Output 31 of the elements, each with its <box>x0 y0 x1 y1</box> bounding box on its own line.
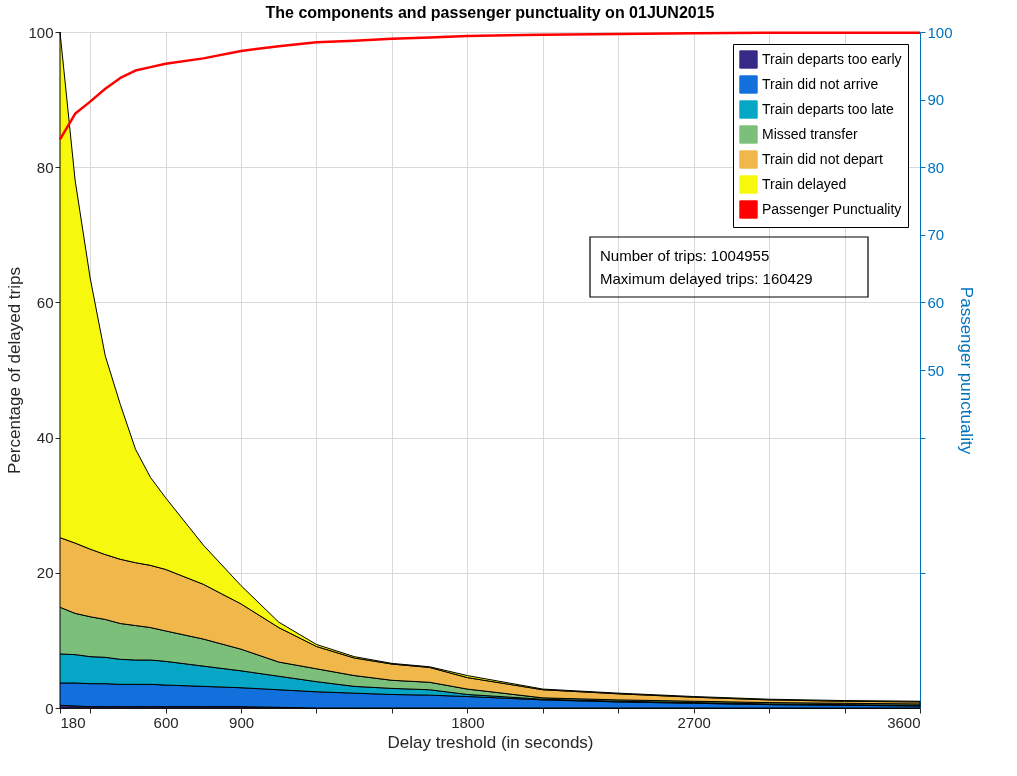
y-tick-label: 100 <box>28 23 54 41</box>
legend-label: Passenger Punctuality <box>762 200 902 217</box>
annotation: Number of trips: 1004955 <box>600 247 770 264</box>
y-tick-label: 0 <box>45 699 54 717</box>
x-tick-label: 180 <box>60 713 86 731</box>
y2-tick-label: 80 <box>927 158 945 176</box>
y-tick-label: 40 <box>36 429 54 447</box>
x-axis-title: Delay treshold (in seconds) <box>387 732 594 752</box>
x-tick-label: 900 <box>229 713 255 731</box>
y-tick-label: 20 <box>36 564 54 582</box>
legend-label: Train delayed <box>762 175 847 192</box>
legend-label: Train departs too early <box>762 50 902 67</box>
chart-title: The components and passenger punctuality on 01JUN2015 <box>265 4 715 21</box>
annotation: Maximum delayed trips: 160429 <box>600 270 813 287</box>
y2-tick-label: 100 <box>927 23 953 41</box>
x-tick-label: 1800 <box>451 713 485 731</box>
y-tick-label: 60 <box>36 293 54 311</box>
y2-axis-title: Passenger punctuality <box>956 286 976 455</box>
legend-label: Train did not depart <box>762 150 883 167</box>
x-tick-label: 2700 <box>677 713 711 731</box>
y2-tick-label: 60 <box>927 293 945 311</box>
legend-label: Train departs too late <box>762 100 894 117</box>
legend-label: Missed transfer <box>762 125 859 142</box>
y2-tick-label: 90 <box>927 91 945 109</box>
y2-tick-label: 70 <box>927 226 945 244</box>
y-tick-label: 80 <box>36 158 54 176</box>
y-axis-title: Percentage of delayed trips <box>5 267 25 474</box>
x-tick-label: 3600 <box>887 713 921 731</box>
y2-tick-label: 50 <box>927 361 945 379</box>
x-tick-label: 600 <box>153 713 179 731</box>
legend-label: Train did not arrive <box>762 75 879 92</box>
